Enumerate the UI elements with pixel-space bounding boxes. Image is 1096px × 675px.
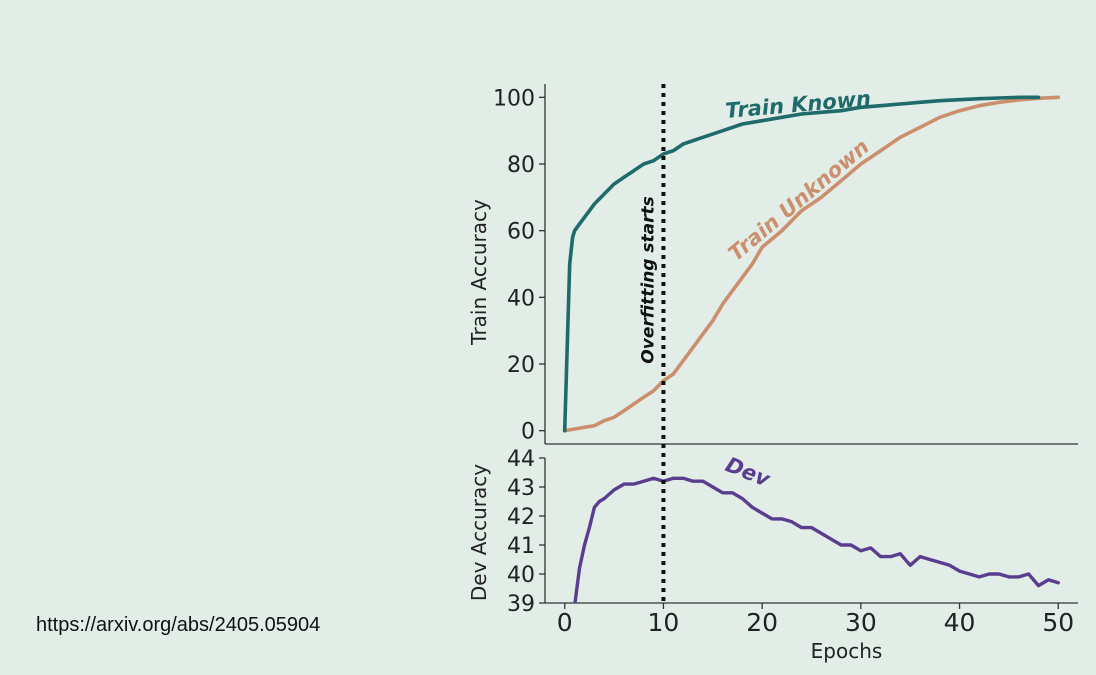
train-y-tick-label: 20	[507, 353, 535, 378]
x-tick-label: 10	[648, 608, 680, 637]
dev-y-tick-label: 42	[507, 505, 535, 530]
train-y-tick-label: 80	[507, 153, 535, 178]
series-line-train-unknown	[562, 95, 1061, 433]
dev-y-tick-label: 44	[507, 447, 535, 472]
series-label-train-unknown: Train Unknown	[724, 135, 874, 266]
train-y-tick-label: 100	[493, 86, 535, 111]
train-y-axis-title: Train Accuracy	[467, 199, 491, 346]
x-tick-label: 40	[944, 608, 976, 637]
series-line-dev	[573, 476, 1060, 603]
series-label-dev: Dev	[722, 452, 774, 492]
train-accuracy-panel: 0 20 40 60 80 100 Train Accuracy Train Known Tra…	[467, 84, 1078, 445]
dev-y-axis-title: Dev Accuracy	[467, 464, 491, 601]
series-label-train-known: Train Known	[724, 86, 872, 123]
series-line-train-known	[562, 95, 1041, 433]
dev-y-tick-label: 40	[507, 563, 535, 588]
x-tick-label: 20	[746, 608, 778, 637]
dev-accuracy-panel: 39 40 41 42 43 44 0 10 20 30 40 50 Dev Accuracy Epoch…	[467, 447, 1078, 663]
dev-y-tick-label: 39	[507, 592, 535, 617]
overfitting-label: Overfitting starts	[638, 196, 658, 363]
dev-y-tick-label: 43	[507, 476, 535, 501]
x-axis-title: Epochs	[811, 639, 883, 663]
x-tick-label: 0	[557, 608, 573, 637]
dev-y-tick-label: 41	[507, 534, 535, 559]
overfitting-marker: Overfitting starts	[638, 84, 666, 603]
train-y-tick-label: 0	[521, 420, 535, 445]
train-y-tick-label: 60	[507, 220, 535, 245]
x-tick-label: 30	[845, 608, 877, 637]
train-y-tick-label: 40	[507, 286, 535, 311]
x-tick-label: 50	[1042, 608, 1074, 637]
source-link[interactable]: https://arxiv.org/abs/2405.05904	[36, 614, 321, 636]
